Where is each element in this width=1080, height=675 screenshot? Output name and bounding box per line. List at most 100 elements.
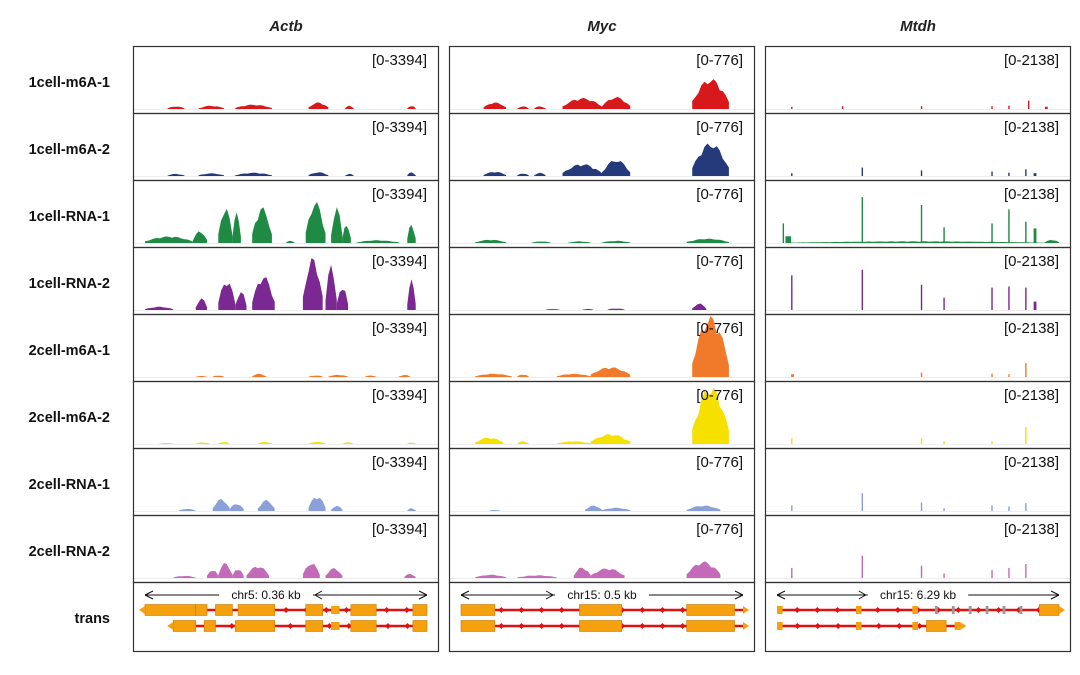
coverage-peak	[331, 506, 343, 511]
range-label: [0-3394]	[372, 521, 427, 538]
track-mtdh-1cell-rna-1: [0-2138]	[764, 179, 1072, 249]
coverage-peak	[861, 555, 864, 578]
coverage-peak	[943, 297, 945, 310]
scale-arrow-right	[418, 590, 428, 600]
exon	[350, 620, 377, 632]
coverage-peak	[1008, 567, 1010, 578]
exon	[331, 622, 340, 630]
coverage-peak	[920, 565, 923, 578]
coverage-peak	[195, 442, 210, 444]
range-label: [0-3394]	[372, 387, 427, 404]
transcript-panel-actb: chr5: 0.36 kb	[132, 581, 440, 653]
exon	[144, 604, 197, 616]
exon	[968, 606, 972, 614]
transcript-arrow	[743, 606, 749, 614]
coverage-peak	[692, 315, 729, 377]
coverage-peak	[861, 197, 864, 243]
coverage-peak	[1008, 286, 1010, 310]
track-mtdh-1cell-rna-2: [0-2138]	[764, 246, 1072, 316]
scale-arrow-left	[144, 590, 154, 600]
scale-label: chr15: 6.29 kb	[880, 588, 956, 602]
coverage-peak	[407, 172, 416, 176]
coverage-peak	[517, 441, 529, 444]
exon	[686, 604, 735, 616]
coverage-peak	[212, 375, 224, 377]
strand-marker	[287, 623, 294, 629]
coverage-peak	[991, 171, 993, 176]
range-label: [0-3394]	[372, 253, 427, 270]
strand-marker	[679, 607, 686, 613]
range-label: [0-776]	[696, 387, 743, 404]
transcript-arrow	[743, 622, 749, 630]
range-label: [0-3394]	[372, 119, 427, 136]
transcript-frame	[764, 581, 1072, 653]
scale-direction-arrow	[314, 590, 323, 600]
coverage-peak	[1025, 363, 1027, 377]
strand-marker	[518, 607, 525, 613]
coverage-peak	[257, 441, 272, 444]
coverage-peak	[1025, 221, 1027, 243]
coverage-peak	[229, 504, 244, 511]
coverage-peak	[336, 289, 349, 310]
coverage-peak	[556, 373, 591, 377]
coverage-peak	[602, 507, 631, 511]
range-label: [0-2138]	[1004, 454, 1059, 471]
coverage-peak	[218, 442, 230, 444]
row-label-1cell-rna-1: 1cell-RNA-1	[29, 209, 110, 225]
strand-marker	[894, 607, 901, 613]
coverage-peak	[235, 104, 272, 109]
coverage-peak	[920, 284, 923, 310]
coverage-peak	[991, 287, 993, 310]
exon	[934, 606, 938, 614]
scale-label: chr15: 0.5 kb	[567, 588, 637, 602]
coverage-peak	[602, 96, 631, 109]
coverage-peak	[235, 172, 272, 176]
coverage-peak	[1008, 506, 1010, 511]
coverage-peak	[791, 106, 793, 109]
range-label: [0-3394]	[372, 454, 427, 471]
coverage-peak	[407, 442, 416, 444]
range-label: [0-2138]	[1004, 119, 1059, 136]
coverage-peak	[232, 570, 244, 578]
range-label: [0-2138]	[1004, 387, 1059, 404]
coverage-peak	[943, 441, 945, 444]
coverage-peak	[791, 241, 1045, 243]
exon	[777, 606, 783, 614]
range-label: [0-776]	[696, 253, 743, 270]
coverage-peak	[562, 97, 602, 109]
coverage-peak	[308, 441, 326, 444]
coverage-peak	[791, 173, 793, 176]
row-label-2cell-rna-1: 2cell-RNA-1	[29, 477, 110, 493]
track-myc-2cell-m6a-1: [0-776]	[448, 313, 756, 383]
transcript-frame	[448, 581, 756, 653]
exon	[954, 622, 961, 630]
coverage-peak	[252, 373, 267, 377]
coverage-peak	[991, 223, 993, 243]
coverage-peak	[325, 264, 337, 310]
track-myc-1cell-rna-1: [0-776]	[448, 179, 756, 249]
range-label: [0-3394]	[372, 52, 427, 69]
track-actb-1cell-m6a-2: [0-3394]	[132, 112, 440, 182]
exon	[305, 604, 323, 616]
exon	[579, 604, 623, 616]
coverage-peak	[325, 568, 343, 578]
coverage-peak	[517, 374, 529, 377]
row-label-2cell-m6a-2: 2cell-m6A-2	[29, 410, 110, 426]
track-actb-2cell-m6a-2: [0-3394]	[132, 380, 440, 450]
track-myc-2cell-rna-1: [0-776]	[448, 447, 756, 517]
track-actb-1cell-rna-2: [0-3394]	[132, 246, 440, 316]
strand-marker	[659, 607, 666, 613]
coverage-peak	[861, 167, 864, 176]
strand-marker	[403, 607, 410, 613]
range-label: [0-3394]	[372, 186, 427, 203]
range-label: [0-3394]	[372, 320, 427, 337]
coverage-peak	[407, 106, 416, 109]
coverage-peak	[302, 564, 320, 578]
coverage-peak	[407, 508, 416, 511]
coverage-peak	[861, 493, 864, 511]
range-label: [0-776]	[696, 186, 743, 203]
coverage-peak	[920, 502, 923, 511]
range-label: [0-776]	[696, 521, 743, 538]
coverage-peak	[1025, 169, 1027, 176]
coverage-peak	[692, 387, 729, 444]
